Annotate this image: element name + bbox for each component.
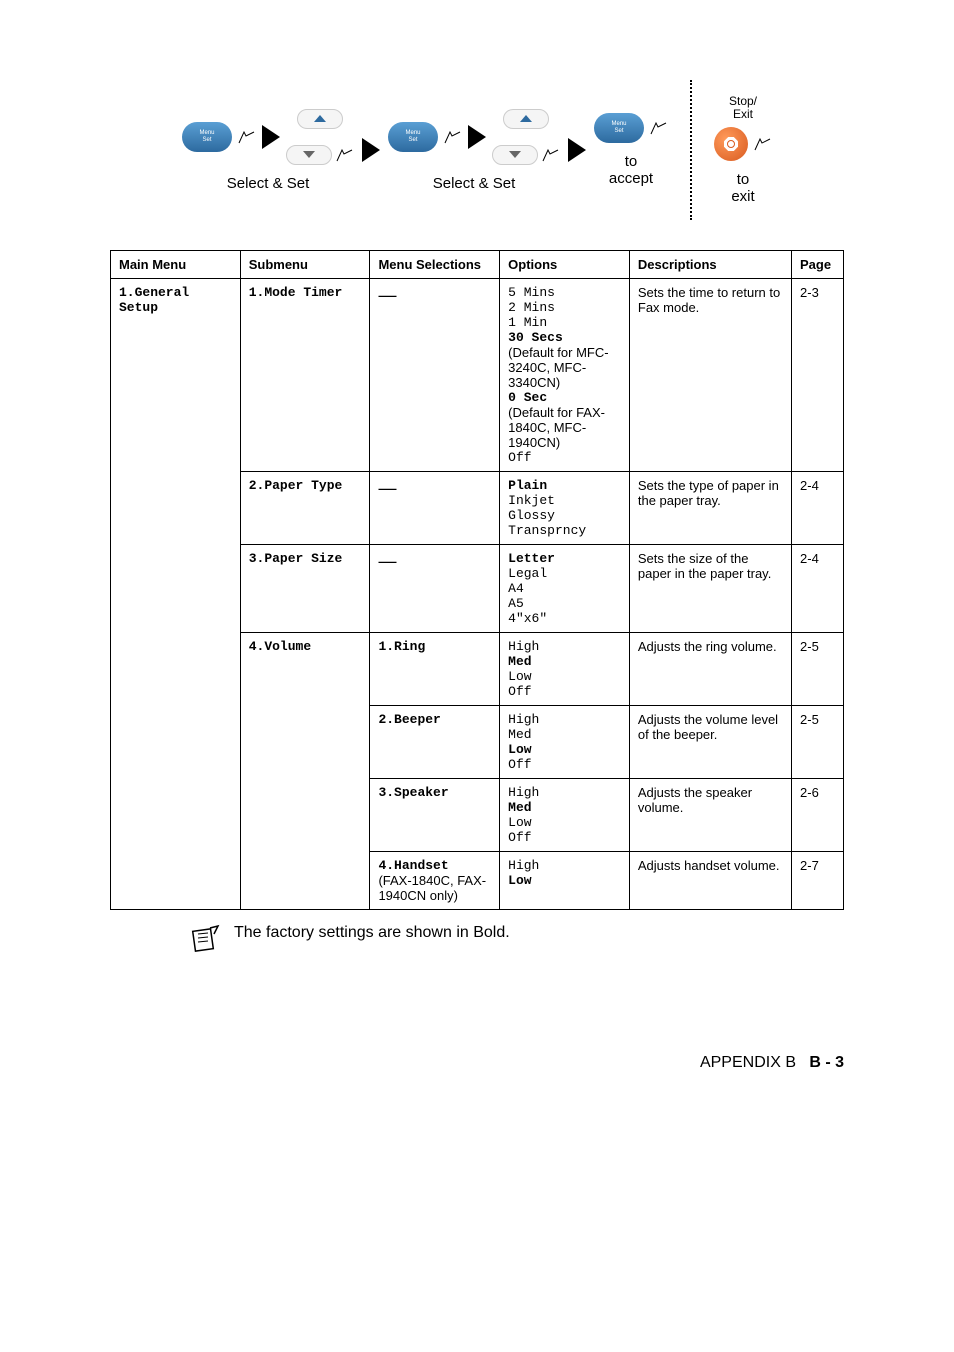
pointer-icon [650,121,668,135]
cell-page: 2-6 [792,779,844,852]
header-descriptions: Descriptions [629,251,791,279]
to-text: to [625,153,638,170]
arrow-right-icon [262,125,280,149]
cell-description: Adjusts the speaker volume. [629,779,791,852]
appendix-label: APPENDIX B [700,1054,796,1071]
pointer-icon [542,148,560,162]
header-page: Page [792,251,844,279]
header-options: Options [500,251,630,279]
pointer-icon [444,130,462,144]
menu-set-icon [388,122,438,152]
cell-options: HighMedLowOff [500,779,630,852]
cell-description: Adjusts the ring volume. [629,633,791,706]
cell-options: HighMedLowOff [500,633,630,706]
cell-options: LetterLegalA4A54"x6" [500,545,630,633]
cell-page: 2-4 [792,472,844,545]
stop-exit-icon [714,127,748,161]
arrow-right-icon [568,138,586,162]
cell-page: 2-5 [792,633,844,706]
stop-exit-label: Stop/ Exit [729,95,757,121]
cell-selection: — [370,472,500,545]
header-main-menu: Main Menu [111,251,241,279]
to-text: to [737,171,750,188]
page-footer: APPENDIX B B - 3 [110,1054,844,1072]
pointer-icon [336,148,354,162]
accept-text: accept [609,170,653,187]
page-container: Select & Set [0,0,954,1132]
cell-selection: — [370,545,500,633]
cell-page: 2-5 [792,706,844,779]
cell-submenu: 4.Volume [240,633,370,910]
cell-options: HighMedLowOff [500,706,630,779]
step-select-set-1: Select & Set [182,109,354,192]
cell-selection: 1.Ring [370,633,500,706]
arrow-right-icon [362,138,380,162]
note-row: The factory settings are shown in Bold. [190,924,844,954]
cell-options: PlainInkjetGlossyTransprncy [500,472,630,545]
cell-submenu: 3.Paper Size [240,545,370,633]
cell-submenu: 1.Mode Timer [240,279,370,472]
cell-selection: — [370,279,500,472]
cell-selection: 2.Beeper [370,706,500,779]
caption-exit: to exit [731,171,754,205]
separator-line [690,80,692,220]
pointer-icon [754,137,772,151]
menu-set-icon [182,122,232,152]
cell-selection: 3.Speaker [370,779,500,852]
cell-description: Adjusts the volume level of the beeper. [629,706,791,779]
cell-options: HighLow [500,852,630,910]
note-icon [190,924,220,954]
header-submenu: Submenu [240,251,370,279]
cell-description: Sets the time to return to Fax mode. [629,279,791,472]
pointer-icon [238,130,256,144]
note-text: The factory settings are shown in Bold. [234,924,510,942]
table-header-row: Main Menu Submenu Menu Selections Option… [111,251,844,279]
menu-table: Main Menu Submenu Menu Selections Option… [110,250,844,910]
up-arrow-icon [297,109,343,129]
menu-set-icon [594,113,644,143]
step-select-set-2: Select & Set [388,109,560,192]
cell-description: Sets the type of paper in the paper tray… [629,472,791,545]
down-arrow-icon [492,145,538,165]
updown-buttons [286,109,354,165]
cell-selection: 4.Handset(FAX-1840C, FAX-1940CN only) [370,852,500,910]
page-number: B - 3 [809,1054,844,1071]
cell-page: 2-7 [792,852,844,910]
cell-page: 2-3 [792,279,844,472]
cell-main-menu: 1.GeneralSetup [111,279,241,910]
table-row: 1.GeneralSetup 1.Mode Timer — 5 Mins2 Mi… [111,279,844,472]
exit-text: exit [731,188,754,205]
cell-description: Adjusts handset volume. [629,852,791,910]
step-exit: Stop/ Exit to exit [714,95,772,205]
navigation-diagram: Select & Set [110,80,844,220]
caption-select-set: Select & Set [433,175,516,192]
cell-options: 5 Mins2 Mins1 Min30 Secs(Default for MFC… [500,279,630,472]
cell-page: 2-4 [792,545,844,633]
cell-description: Sets the size of the paper in the paper … [629,545,791,633]
caption-select-set: Select & Set [227,175,310,192]
header-menu-selections: Menu Selections [370,251,500,279]
caption-accept: to accept [609,153,653,187]
cell-submenu: 2.Paper Type [240,472,370,545]
updown-buttons [492,109,560,165]
down-arrow-icon [286,145,332,165]
arrow-right-icon [468,125,486,149]
up-arrow-icon [503,109,549,129]
step-accept: to accept [594,113,668,187]
